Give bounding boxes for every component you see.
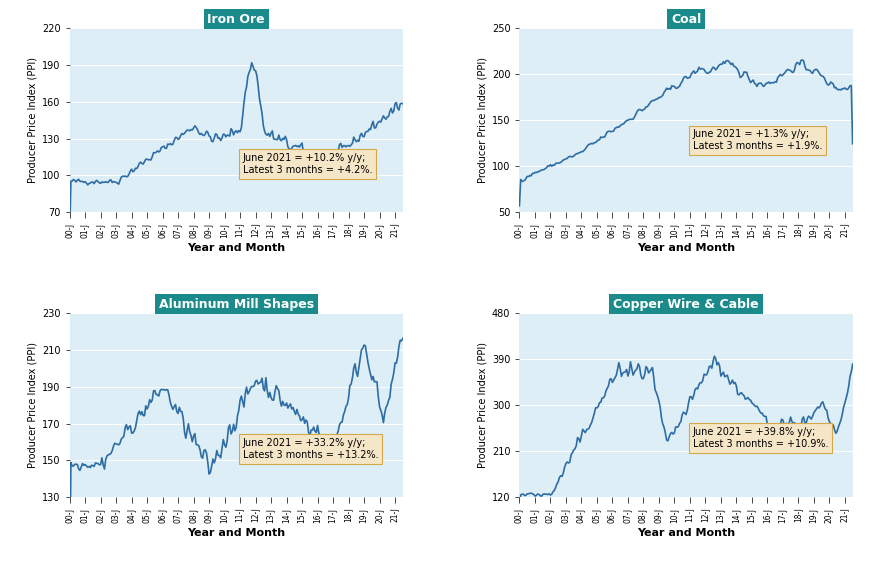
Y-axis label: Producer Price Index (PPI): Producer Price Index (PPI) [28,57,37,183]
Y-axis label: Producer Price Index (PPI): Producer Price Index (PPI) [28,342,38,468]
X-axis label: Year and Month: Year and Month [187,528,285,538]
Title: Coal: Coal [670,12,700,25]
Title: Iron Ore: Iron Ore [207,12,265,25]
Y-axis label: Producer Price Index (PPI): Producer Price Index (PPI) [477,57,487,183]
Text: June 2021 = +1.3% y/y;
Latest 3 months = +1.9%.: June 2021 = +1.3% y/y; Latest 3 months =… [692,129,821,151]
Title: Aluminum Mill Shapes: Aluminum Mill Shapes [158,298,314,311]
Text: June 2021 = +33.2% y/y;
Latest 3 months = +13.2%.: June 2021 = +33.2% y/y; Latest 3 months … [242,438,378,460]
Text: June 2021 = +10.2% y/y;
Latest 3 months = +4.2%.: June 2021 = +10.2% y/y; Latest 3 months … [242,153,372,175]
X-axis label: Year and Month: Year and Month [187,244,285,253]
Title: Copper Wire & Cable: Copper Wire & Cable [613,298,758,311]
Y-axis label: Producer Price Index (PPI): Producer Price Index (PPI) [477,342,488,468]
Text: June 2021 = +39.8% y/y;
Latest 3 months = +10.9%.: June 2021 = +39.8% y/y; Latest 3 months … [692,427,827,449]
X-axis label: Year and Month: Year and Month [636,244,734,253]
X-axis label: Year and Month: Year and Month [636,528,734,538]
